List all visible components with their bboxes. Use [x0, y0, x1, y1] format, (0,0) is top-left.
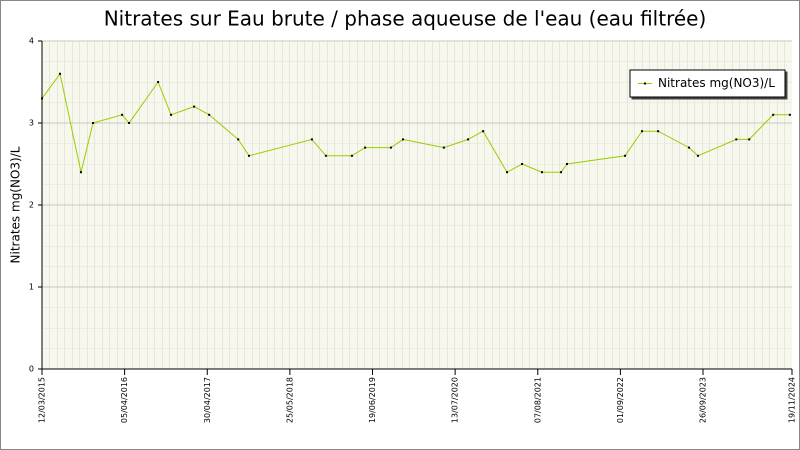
data-point [157, 81, 160, 83]
data-point [92, 122, 95, 124]
legend-box [629, 69, 786, 98]
data-point [641, 130, 643, 133]
data-point [310, 138, 313, 141]
data-point [541, 171, 543, 174]
data-point [128, 122, 131, 124]
data-point [467, 138, 470, 141]
x-tick-label: 30/04/2017 [203, 377, 212, 423]
data-point [748, 138, 751, 141]
data-point [389, 146, 392, 149]
data-point [788, 113, 791, 116]
y-tick-label: 0 [29, 365, 34, 374]
data-point [193, 105, 196, 108]
data-point [442, 146, 445, 149]
legend-marker [644, 82, 646, 85]
y-axis-label: Nitrates mg(NO3)/L [9, 146, 23, 263]
y-tick-label: 1 [29, 283, 34, 292]
data-point [696, 154, 699, 157]
data-point [247, 154, 250, 157]
data-point [170, 113, 173, 116]
data-point [772, 113, 775, 116]
data-point [482, 130, 485, 133]
data-point [402, 138, 405, 141]
x-tick-label: 25/05/2018 [285, 377, 294, 423]
x-tick-label: 19/06/2019 [368, 377, 377, 423]
x-tick-label: 19/11/2024 [788, 377, 797, 423]
x-tick-label: 13/07/2020 [451, 377, 460, 423]
data-point [121, 113, 124, 116]
data-point [521, 163, 524, 165]
data-point [735, 138, 738, 141]
y-tick-label: 2 [29, 201, 34, 210]
x-tick-label: 05/04/2016 [120, 377, 129, 423]
data-point [657, 130, 660, 133]
x-tick-label: 01/09/2022 [616, 377, 625, 423]
data-point [506, 171, 509, 174]
data-point [41, 97, 43, 100]
data-point [79, 171, 82, 174]
data-point [208, 113, 211, 116]
legend: Nitrates mg(NO3)/L [629, 69, 786, 98]
data-point [364, 146, 367, 149]
data-point [560, 171, 563, 174]
data-point [624, 154, 627, 157]
y-tick-label: 4 [29, 37, 34, 46]
x-tick-label: 26/09/2023 [699, 377, 708, 423]
x-tick-label: 12/03/2015 [38, 377, 47, 423]
data-point [324, 154, 327, 157]
data-point [566, 163, 568, 165]
data-point [688, 146, 691, 149]
legend-label: Nitrates mg(NO3)/L [658, 76, 775, 90]
y-tick-label: 3 [29, 119, 34, 128]
data-point [350, 154, 353, 157]
x-tick-label: 07/08/2021 [533, 377, 542, 423]
data-point [59, 72, 62, 75]
data-point [237, 138, 240, 141]
chart-title: Nitrates sur Eau brute / phase aqueuse d… [104, 7, 707, 31]
